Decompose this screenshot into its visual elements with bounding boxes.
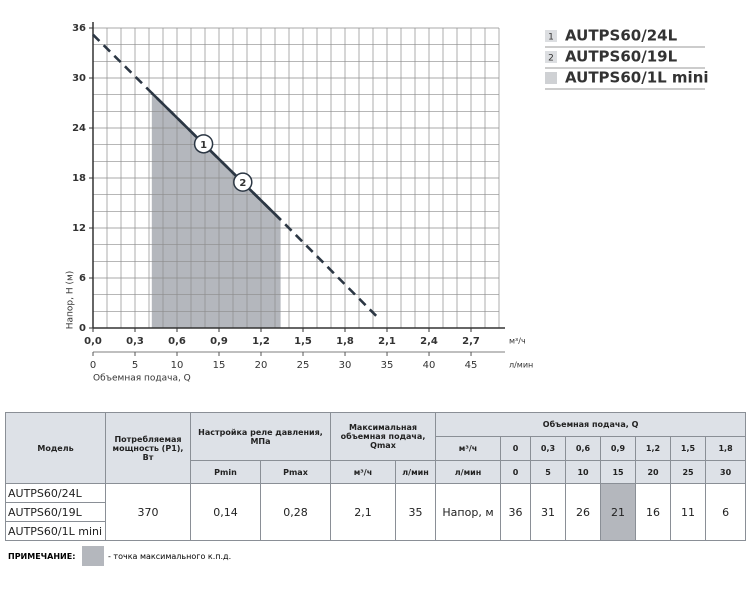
table-cell: 21 <box>600 483 637 541</box>
point-label: 1 <box>200 140 207 151</box>
x2-tick-label: 0 <box>90 360 96 371</box>
table-cell: 35 <box>394 483 437 541</box>
table-cell: 0 <box>500 460 532 484</box>
table-cell: 2,1 <box>330 483 396 541</box>
x2-tick-label: 15 <box>213 360 226 371</box>
legend-swatch <box>545 30 557 42</box>
table-cell: Pmin <box>190 460 261 484</box>
legend-label: AUTPS60/24L <box>565 27 678 45</box>
table-cell: 31 <box>530 483 567 541</box>
table-cell: 10 <box>565 460 602 484</box>
table-cell: Настройка реле давления, МПа <box>190 412 331 461</box>
table-cell: 15 <box>600 460 637 484</box>
table-cell: л/мин <box>394 460 437 484</box>
table-row: Модель Потребляемая мощность (P1), Вт Наст… <box>5 412 747 484</box>
table-cell: Потребляемая мощность (P1), Вт <box>105 412 191 484</box>
table-cell: 20 <box>635 460 672 484</box>
table-cell: 30 <box>705 460 747 484</box>
y-axis-label: Напор, Н (м) <box>66 271 76 330</box>
table-cell: 16 <box>635 483 672 541</box>
note-label: ПРИМЕЧАНИЕ: <box>8 552 76 561</box>
table-cell: м³/ч <box>330 460 396 484</box>
x-tick-label: 1,8 <box>336 336 354 347</box>
legend-swatch <box>545 51 557 63</box>
table-cell: 11 <box>670 483 707 541</box>
table-cell: Pmax <box>260 460 331 484</box>
x-tick-label: 0,6 <box>168 336 186 347</box>
table-cell: 1,2 <box>635 436 672 461</box>
table-cell: AUTPS60/1L mini <box>5 521 106 541</box>
x2-tick-label: 20 <box>255 360 268 371</box>
table-cell: 0,14 <box>190 483 261 541</box>
y-tick-label: 24 <box>72 123 86 134</box>
x2-tick-label: 40 <box>423 360 436 371</box>
point-marker <box>233 172 253 192</box>
table-cell: 1,8 <box>705 436 747 461</box>
legend-label: AUTPS60/1L mini <box>565 69 709 87</box>
y-tick-label: 18 <box>72 173 86 184</box>
x2-tick-label: 35 <box>381 360 394 371</box>
table-cell: 26 <box>565 483 602 541</box>
table-row: AUTPS60/1L mini <box>5 521 746 541</box>
table-cell: 25 <box>670 460 707 484</box>
legend-swatch <box>545 72 557 84</box>
point-marker <box>193 134 214 154</box>
y-tick-label: 6 <box>79 273 86 284</box>
shaded-area <box>151 93 281 328</box>
legend-marker: 1 <box>548 33 554 43</box>
pump-curve-solid <box>150 92 282 221</box>
table-cell: м³/ч <box>435 436 502 461</box>
legend-marker: 2 <box>548 54 554 64</box>
x-tick-label: 1,5 <box>294 336 312 347</box>
x-axis-label: Объемная подача, Q <box>93 374 191 384</box>
y-tick-label: 12 <box>72 223 86 234</box>
table-cell: 36 <box>500 483 532 541</box>
x-tick-label: 0,9 <box>210 336 228 347</box>
table-cell: 6 <box>705 483 747 541</box>
x2-tick-label: 45 <box>465 360 478 371</box>
x-tick-label: 2,4 <box>420 336 438 347</box>
x2-tick-label: 25 <box>297 360 310 371</box>
table-cell: 0,3 <box>530 436 567 461</box>
x-unit: м³/ч <box>509 337 526 346</box>
table-cell: 0,28 <box>260 483 331 541</box>
x-tick-label: 2,1 <box>378 336 396 347</box>
table-cell: Напор, м <box>435 483 502 541</box>
legend-label: AUTPS60/19L <box>565 48 678 66</box>
x2-unit: л/мин <box>509 361 533 370</box>
spec-table: Модель Потребляемая мощность (P1), Вт Наст… <box>5 412 747 541</box>
y-tick-label: 30 <box>72 73 86 84</box>
x-tick-label: 1,2 <box>252 336 270 347</box>
table-cell: Максимальная объемная подача, Qmax <box>329 412 437 461</box>
table-cell: 0,6 <box>565 436 602 461</box>
table-row: AUTPS60/24L 370 0,14 0,28 2,1 35 Напор, м 36 31 2… <box>5 483 747 541</box>
table-cell: AUTPS60/19L <box>5 502 106 522</box>
x2-tick-label: 10 <box>171 360 184 371</box>
point-label: 2 <box>239 178 246 189</box>
table-cell: Объемная подача, Q <box>435 412 747 437</box>
table-cell: 5 <box>530 460 567 484</box>
x-tick-label: 0,3 <box>126 336 144 347</box>
y-tick-label: 0 <box>79 323 86 334</box>
y-tick-label: 36 <box>72 23 86 34</box>
table-cell: Модель <box>5 412 106 484</box>
x2-tick-label: 5 <box>132 360 138 371</box>
x-tick-label: 0,0 <box>84 336 102 347</box>
table-cell: AUTPS60/24L <box>5 483 106 503</box>
x-tick-label: 2,7 <box>462 336 480 347</box>
table-cell: 0 <box>500 436 532 461</box>
table-row: Pmin Pmax м³/ч л/мин л/мин 0 5 10 15 20 25 30 <box>6 460 747 484</box>
table-cell: л/мин <box>435 460 502 484</box>
table-row: м³/ч 0 0,3 0,6 0,9 1,2 1,5 1,8 <box>6 436 747 461</box>
x2-tick-label: 30 <box>339 360 352 371</box>
note-swatch <box>82 546 104 566</box>
table-cell: 1,5 <box>670 436 707 461</box>
note-text: - точка максимального к.п.д. <box>108 552 232 561</box>
table-cell: 370 <box>105 483 191 541</box>
table-cell: 0,9 <box>600 436 637 461</box>
